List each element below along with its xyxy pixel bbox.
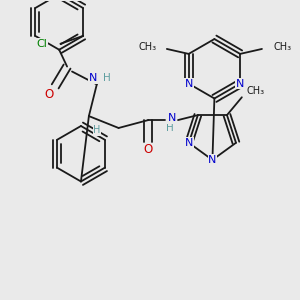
Text: N: N (236, 79, 244, 88)
Text: N: N (184, 79, 193, 88)
Text: H: H (93, 125, 100, 135)
Text: H: H (103, 74, 111, 83)
Text: Cl: Cl (37, 39, 47, 49)
Text: H: H (166, 123, 174, 133)
Text: N: N (185, 138, 193, 148)
Text: N: N (208, 155, 217, 165)
Text: CH₃: CH₃ (274, 42, 292, 52)
Text: O: O (45, 88, 54, 101)
Text: CH₃: CH₃ (247, 86, 265, 96)
Text: CH₃: CH₃ (139, 42, 157, 52)
Text: N: N (89, 74, 97, 83)
Text: N: N (168, 113, 176, 123)
Text: O: O (144, 143, 153, 156)
